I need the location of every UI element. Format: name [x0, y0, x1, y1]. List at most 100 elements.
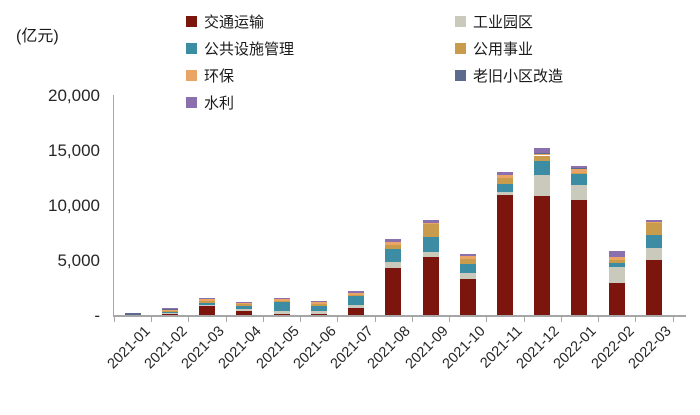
bar-segment	[571, 185, 588, 201]
bar-segment	[459, 279, 476, 315]
y-axis-tick-label: -	[94, 305, 100, 325]
y-axis-line	[113, 95, 114, 315]
legend-swatch-icon	[186, 70, 197, 81]
bar-segment	[236, 306, 253, 310]
bar-segment	[199, 306, 216, 315]
bar-segment	[273, 297, 290, 300]
legend-item-1-2: 老旧小区改造	[455, 67, 564, 85]
bar-segment	[645, 223, 662, 236]
bar-segment	[459, 273, 476, 280]
bar-segment	[348, 305, 365, 308]
bar-segment	[310, 300, 327, 303]
bar-segment	[534, 161, 551, 176]
bar-segment	[161, 308, 178, 310]
bar-segment	[310, 305, 327, 311]
bar-segment	[161, 314, 178, 315]
y-axis-tick-label: 10,000	[48, 195, 100, 215]
bar-segment	[422, 251, 439, 257]
bar-segment	[571, 200, 588, 315]
bar-segment	[534, 175, 551, 197]
legend-item-0-2: 环保	[186, 67, 294, 85]
bar-segment	[199, 301, 216, 304]
bar-segment	[571, 172, 588, 174]
bar-segment	[534, 155, 551, 161]
bar-segment	[608, 283, 625, 315]
legend-item-1-1: 公用事业	[455, 40, 563, 58]
legend-swatch-icon	[455, 43, 466, 54]
x-axis-tick	[300, 317, 302, 322]
bar-segment	[497, 178, 513, 184]
bar-segment	[571, 168, 588, 173]
bar-segment	[385, 268, 402, 315]
bar-segment	[608, 251, 625, 257]
legend-column-left: 交通运输公共设施管理 环保水利	[186, 13, 294, 121]
legend-label: 老旧小区改造	[473, 68, 564, 85]
legend-item-0-0: 交通运输	[186, 13, 294, 31]
x-axis-tick	[114, 317, 115, 322]
bar-segment	[608, 259, 625, 263]
bar-segment	[608, 262, 625, 267]
bar-segment	[348, 307, 365, 315]
bar-segment	[645, 248, 662, 260]
bar-segment	[645, 260, 662, 315]
bar-segment	[571, 173, 588, 186]
bar-segment	[645, 235, 662, 249]
bar-segment	[161, 311, 178, 313]
legend-column-right: 工业园区 公用事业 老旧小区改造	[455, 13, 563, 94]
legend-swatch-icon	[455, 70, 466, 81]
bar-segment	[459, 259, 476, 264]
x-axis-tick	[188, 317, 190, 322]
bar-segment	[534, 148, 551, 153]
bar-segment	[199, 303, 216, 306]
legend-label: 环保	[204, 68, 235, 85]
bar-segment	[459, 256, 476, 260]
y-axis-tick-label: 15,000	[48, 140, 100, 160]
legend-item-0-3: 水利	[186, 94, 294, 112]
bar-segment	[348, 294, 365, 296]
bar-segment	[124, 313, 141, 315]
x-axis-tick	[225, 317, 227, 322]
bar-segment	[497, 175, 513, 179]
bar-segment	[422, 223, 439, 237]
bar-segment	[385, 249, 402, 262]
x-axis-tick	[374, 317, 376, 322]
x-axis-tick	[523, 317, 525, 322]
legend-swatch-icon	[186, 43, 197, 54]
bar-segment	[608, 256, 625, 260]
bar-segment	[236, 303, 253, 305]
bar-segment	[310, 310, 327, 314]
x-axis-tick	[262, 317, 264, 322]
bar-segment	[385, 245, 402, 249]
bar-segment	[348, 293, 365, 295]
bar-segment	[236, 311, 253, 315]
x-axis-tick	[449, 317, 451, 322]
bar-segment	[348, 295, 365, 306]
legend-label: 公共设施管理	[204, 41, 295, 58]
legend-label: 公用事业	[473, 41, 534, 58]
bar-segment	[199, 299, 216, 302]
x-axis-tick	[560, 317, 562, 322]
x-axis-line	[113, 315, 686, 317]
bar-segment	[161, 308, 178, 309]
legend-swatch-icon	[186, 97, 197, 108]
x-axis-tick	[598, 317, 600, 322]
bar-segment	[534, 152, 551, 154]
legend-label: 交通运输	[204, 14, 265, 31]
bar-segment	[273, 311, 290, 314]
bar-segment	[497, 183, 513, 192]
y-axis-tick-label: 20,000	[48, 85, 100, 105]
bar-segment	[199, 297, 216, 300]
bar-segment	[534, 153, 551, 156]
legend-label: 水利	[204, 95, 235, 112]
x-axis-tick	[486, 317, 488, 322]
bar-segment	[497, 191, 513, 196]
bar-segment	[459, 253, 476, 257]
bar-segment	[273, 299, 290, 301]
legend-swatch-icon	[186, 16, 197, 27]
bar-segment	[497, 171, 513, 176]
legend-item-0-1: 公共设施管理	[186, 40, 295, 58]
bar-segment	[459, 263, 476, 274]
bar-segment	[497, 195, 513, 315]
